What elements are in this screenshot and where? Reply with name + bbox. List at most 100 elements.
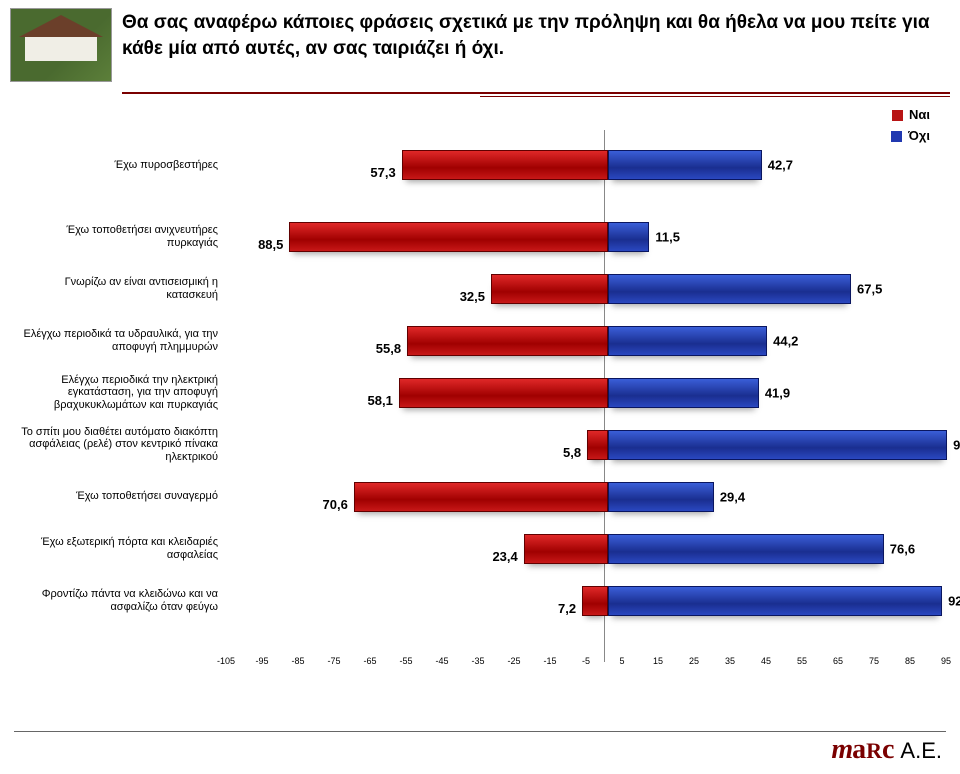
logo-a: a xyxy=(852,734,866,765)
bar-no xyxy=(608,150,762,180)
x-tick: 95 xyxy=(941,656,951,666)
chart-row: Έχω τοποθετήσει ανιχνευτήρες πυρκαγιάς 88… xyxy=(16,222,946,252)
row-label: Φροντίζω πάντα να κλειδώνω και να ασφαλί… xyxy=(16,588,222,613)
value-yes: 23,4 xyxy=(492,549,517,564)
x-tick: -15 xyxy=(543,656,556,666)
row-bars: 88,5 11,5 xyxy=(230,222,946,252)
bar-no xyxy=(608,534,884,564)
legend-no: Όχι xyxy=(891,126,930,147)
chart-row: Γνωρίζω αν είναι αντισεισμική η κατασκευ… xyxy=(16,274,946,304)
x-tick: 65 xyxy=(833,656,843,666)
value-yes: 57,3 xyxy=(370,165,395,180)
legend-yes-swatch xyxy=(892,110,903,121)
row-label: Ελέγχω περιοδικά τα υδραυλικά, για την α… xyxy=(16,328,222,353)
x-tick: 55 xyxy=(797,656,807,666)
row-bars: 70,6 29,4 xyxy=(230,482,946,512)
row-label: Ελέγχω περιοδικά την ηλεκτρική εγκατάστα… xyxy=(16,374,222,412)
value-no: 41,9 xyxy=(765,385,790,400)
bar-yes xyxy=(354,482,608,512)
x-tick: -25 xyxy=(507,656,520,666)
row-bars: 5,894,2 xyxy=(230,430,946,460)
brand-logo: maRcΑ.Ε. xyxy=(831,733,942,766)
header-photo xyxy=(10,8,112,82)
bar-no xyxy=(608,430,947,460)
chart-inner: Έχω πυροσβεστήρες 57,3 42,7 Έχω τοποθετήσει… xyxy=(16,150,946,654)
row-bars: 32,567,5 xyxy=(230,274,946,304)
chart-row: Έχω εξωτερική πόρτα και κλειδαριές ασφαλ… xyxy=(16,534,946,564)
chart-row: Φροντίζω πάντα να κλειδώνω και να ασφαλί… xyxy=(16,586,946,616)
value-yes: 55,8 xyxy=(376,341,401,356)
row-label: Έχω εξωτερική πόρτα και κλειδαριές ασφαλ… xyxy=(16,536,222,561)
chart-area: Έχω πυροσβεστήρες 57,3 42,7 Έχω τοποθετήσει… xyxy=(16,150,946,654)
bar-no xyxy=(608,482,714,512)
x-ticks: -105-95-85-75-65-55-45-35-25-15-55152535… xyxy=(226,656,946,674)
x-tick: -5 xyxy=(582,656,590,666)
chart-row: Ελέγχω περιοδικά τα υδραυλικά, για την α… xyxy=(16,326,946,356)
row-label: Γνωρίζω αν είναι αντισεισμική η κατασκευ… xyxy=(16,276,222,301)
row-bars: 23,476,6 xyxy=(230,534,946,564)
row-label: Το σπίτι μου διαθέτει αυτόματο διακόπτη … xyxy=(16,426,222,464)
chart-row: Το σπίτι μου διαθέτει αυτόματο διακόπτη … xyxy=(16,430,946,460)
value-no: 11,5 xyxy=(655,229,680,244)
row-label: Έχω τοποθετήσει συναγερμό xyxy=(16,490,222,503)
x-tick: -95 xyxy=(255,656,268,666)
x-tick: -105 xyxy=(217,656,235,666)
x-tick: -65 xyxy=(363,656,376,666)
x-tick: -55 xyxy=(399,656,412,666)
x-tick: 75 xyxy=(869,656,879,666)
value-yes: 7,2 xyxy=(558,601,576,616)
bar-yes xyxy=(399,378,608,408)
value-no: 44,2 xyxy=(773,333,798,348)
row-bars: 7,292,8 xyxy=(230,586,946,616)
logo-c: c xyxy=(882,734,894,765)
x-tick: 5 xyxy=(619,656,624,666)
logo-r: R xyxy=(866,738,882,763)
legend-yes: Ναι xyxy=(891,105,930,126)
x-tick: -85 xyxy=(291,656,304,666)
value-yes: 88,5 xyxy=(258,237,283,252)
bar-yes xyxy=(587,430,608,460)
bar-yes xyxy=(402,150,608,180)
row-bars: 55,8 44,2 xyxy=(230,326,946,356)
legend-yes-label: Ναι xyxy=(909,105,930,126)
value-yes: 58,1 xyxy=(368,393,393,408)
value-no: 92,8 xyxy=(948,593,960,608)
x-tick: 15 xyxy=(653,656,663,666)
x-tick: 45 xyxy=(761,656,771,666)
value-no: 42,7 xyxy=(768,158,793,173)
x-tick: -45 xyxy=(435,656,448,666)
bar-yes xyxy=(582,586,608,616)
footer-rule xyxy=(14,731,946,732)
bar-no xyxy=(608,378,759,408)
logo-suffix: Α.Ε. xyxy=(900,738,942,763)
header-rule xyxy=(122,92,950,94)
x-tick: -35 xyxy=(471,656,484,666)
bar-yes xyxy=(407,326,608,356)
page-title: Θα σας αναφέρω κάποιες φράσεις σχετικά μ… xyxy=(122,10,940,61)
legend: Ναι Όχι xyxy=(891,105,930,147)
page: Θα σας αναφέρω κάποιες φράσεις σχετικά μ… xyxy=(0,0,960,774)
row-label: Έχω πυροσβεστήρες xyxy=(16,159,222,172)
value-no: 29,4 xyxy=(720,489,745,504)
value-no: 94,2 xyxy=(953,437,960,452)
logo-m: m xyxy=(831,734,852,765)
value-yes: 5,8 xyxy=(563,445,581,460)
x-tick: 35 xyxy=(725,656,735,666)
row-label: Έχω τοποθετήσει ανιχνευτήρες πυρκαγιάς xyxy=(16,224,222,249)
bar-no xyxy=(608,274,851,304)
value-yes: 70,6 xyxy=(323,497,348,512)
chart-row: Έχω πυροσβεστήρες 57,3 42,7 xyxy=(16,150,946,180)
bar-yes xyxy=(289,222,608,252)
bar-no xyxy=(608,586,942,616)
value-no: 67,5 xyxy=(857,281,882,296)
chart-row: Ελέγχω περιοδικά την ηλεκτρική εγκατάστα… xyxy=(16,378,946,408)
bar-yes xyxy=(491,274,608,304)
x-tick: -75 xyxy=(327,656,340,666)
x-tick: 25 xyxy=(689,656,699,666)
row-bars: 58,1 41,9 xyxy=(230,378,946,408)
legend-no-swatch xyxy=(891,131,902,142)
row-bars: 57,3 42,7 xyxy=(230,150,946,180)
bar-no xyxy=(608,326,767,356)
x-tick: 85 xyxy=(905,656,915,666)
bar-no xyxy=(608,222,649,252)
